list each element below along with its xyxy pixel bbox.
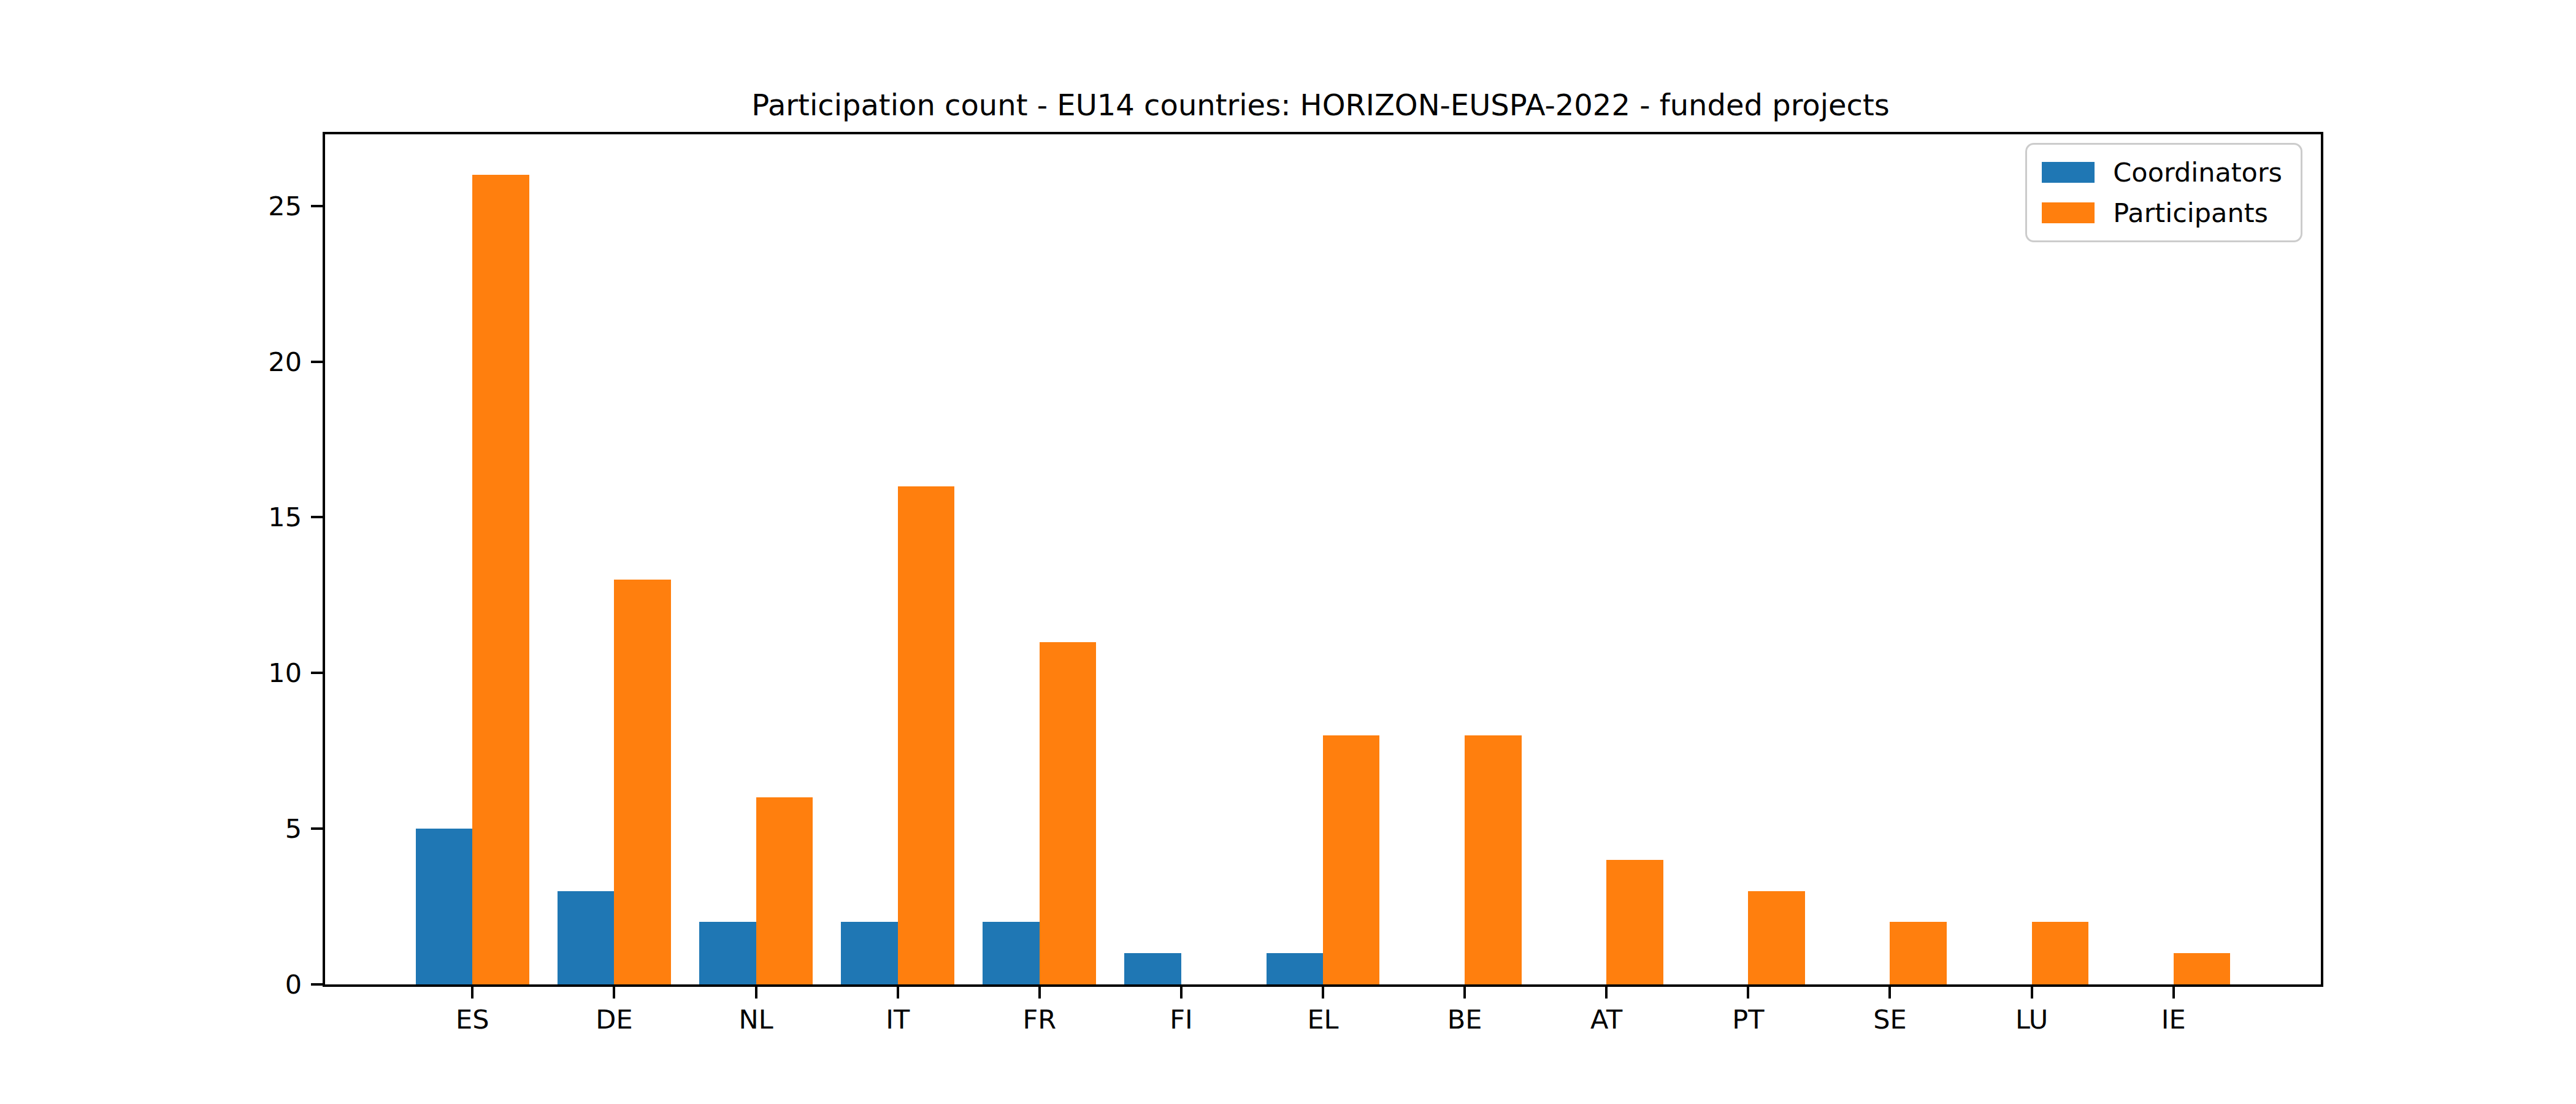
x-tick-label-ie: IE [2161,1004,2186,1035]
legend: Coordinators Participants [2025,143,2302,242]
bar-participants-ie [2174,953,2230,984]
bar-coordinators-es [416,829,472,984]
x-tick-label-pt: PT [1732,1004,1764,1035]
x-tick-mark [2031,987,2033,999]
bar-participants-es [472,175,529,984]
x-tick-label-fi: FI [1170,1004,1192,1035]
legend-label-participants: Participants [2113,197,2268,228]
participants-swatch-icon [2042,202,2095,223]
y-tick-label: 25 [268,191,302,221]
bar-coordinators-fr [983,922,1039,984]
bar-participants-pt [1748,891,1804,984]
x-tick-mark [897,987,899,999]
y-tick-mark [311,827,323,830]
x-tick-mark [2172,987,2175,999]
bar-coordinators-it [841,922,897,984]
legend-label-coordinators: Coordinators [2113,157,2282,188]
bar-participants-be [1465,735,1521,984]
x-tick-mark [1038,987,1041,999]
x-tick-mark [1322,987,1324,999]
bar-participants-de [614,580,670,984]
y-tick-mark [311,672,323,674]
legend-item-participants: Participants [2042,197,2282,228]
x-tick-mark [1463,987,1466,999]
bar-participants-it [898,486,954,984]
x-tick-label-nl: NL [739,1004,773,1035]
x-tick-label-be: BE [1447,1004,1482,1035]
chart-title: Participation count - EU14 countries: HO… [323,87,2318,123]
bar-participants-se [1890,922,1946,984]
y-tick-label: 20 [268,347,302,377]
y-tick-label: 0 [285,969,302,1000]
x-tick-label-es: ES [456,1004,489,1035]
axes: 0510152025 ESDENLITFRFIELBEATPTSELUIE Co… [323,132,2323,987]
bar-participants-fr [1040,642,1096,984]
y-tick-mark [311,983,323,986]
y-tick-mark [311,516,323,518]
x-tick-label-it: IT [886,1004,910,1035]
bar-coordinators-de [558,891,614,984]
bar-coordinators-nl [699,922,756,984]
x-tick-mark [613,987,615,999]
x-tick-mark [755,987,757,999]
bar-participants-el [1323,735,1379,984]
bar-coordinators-fi [1124,953,1181,984]
x-tick-mark [1747,987,1749,999]
y-tick-mark [311,361,323,363]
bar-coordinators-el [1267,953,1323,984]
x-tick-label-at: AT [1590,1004,1622,1035]
x-tick-mark [1180,987,1183,999]
bar-participants-nl [756,797,813,984]
x-tick-label-lu: LU [2015,1004,2048,1035]
y-tick-mark [311,205,323,207]
y-tick-label: 10 [268,657,302,688]
x-tick-mark [471,987,473,999]
y-tick-label: 15 [268,502,302,532]
x-tick-label-fr: FR [1022,1004,1056,1035]
y-tick-label: 5 [285,813,302,844]
x-tick-label-de: DE [596,1004,632,1035]
x-tick-mark [1605,987,1608,999]
x-tick-label-se: SE [1873,1004,1906,1035]
figure: Participation count - EU14 countries: HO… [0,0,2576,1104]
x-tick-mark [1888,987,1891,999]
legend-item-coordinators: Coordinators [2042,157,2282,188]
x-tick-label-el: EL [1307,1004,1338,1035]
coordinators-swatch-icon [2042,162,2095,183]
bar-participants-at [1606,860,1663,984]
bar-participants-lu [2032,922,2088,984]
